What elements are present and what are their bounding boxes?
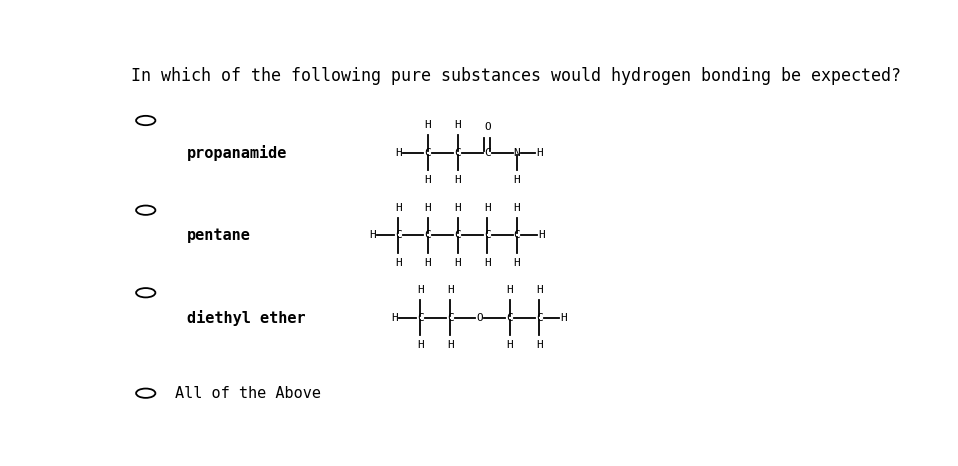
Text: H: H xyxy=(506,285,513,295)
Text: H: H xyxy=(484,258,490,268)
Text: H: H xyxy=(454,258,461,268)
Text: C: C xyxy=(417,313,423,323)
Text: propanamide: propanamide xyxy=(187,145,287,161)
Text: H: H xyxy=(395,203,401,213)
Text: H: H xyxy=(395,148,401,158)
Text: H: H xyxy=(391,313,398,323)
Text: H: H xyxy=(417,340,423,350)
Text: H: H xyxy=(454,120,461,130)
Text: H: H xyxy=(538,230,545,240)
Text: H: H xyxy=(446,285,453,295)
Text: H: H xyxy=(424,203,431,213)
Text: O: O xyxy=(484,122,490,132)
Text: C: C xyxy=(454,148,461,158)
Text: N: N xyxy=(513,148,520,158)
Text: diethyl ether: diethyl ether xyxy=(187,310,306,326)
Text: H: H xyxy=(536,340,542,350)
Text: C: C xyxy=(454,230,461,240)
Text: pentane: pentane xyxy=(187,228,250,243)
Text: C: C xyxy=(484,148,490,158)
Text: C: C xyxy=(536,313,542,323)
Text: H: H xyxy=(454,175,461,185)
Text: H: H xyxy=(446,340,453,350)
Text: H: H xyxy=(395,258,401,268)
Text: In which of the following pure substances would hydrogen bonding be expected?: In which of the following pure substance… xyxy=(131,67,901,85)
Text: H: H xyxy=(513,175,520,185)
Text: O: O xyxy=(476,313,483,323)
Text: C: C xyxy=(484,230,490,240)
Text: C: C xyxy=(446,313,453,323)
Text: C: C xyxy=(424,148,431,158)
Text: H: H xyxy=(536,148,542,158)
Text: H: H xyxy=(454,203,461,213)
Text: H: H xyxy=(513,203,520,213)
Text: C: C xyxy=(395,230,401,240)
Text: H: H xyxy=(506,340,513,350)
Text: H: H xyxy=(536,285,542,295)
Text: H: H xyxy=(484,203,490,213)
Text: H: H xyxy=(417,285,423,295)
Text: H: H xyxy=(424,175,431,185)
Text: C: C xyxy=(506,313,513,323)
Text: H: H xyxy=(424,120,431,130)
Text: C: C xyxy=(513,230,520,240)
Text: All of the Above: All of the Above xyxy=(175,386,322,401)
Text: H: H xyxy=(424,258,431,268)
Text: C: C xyxy=(424,230,431,240)
Text: H: H xyxy=(513,258,520,268)
Text: H: H xyxy=(369,230,376,240)
Text: H: H xyxy=(560,313,567,323)
